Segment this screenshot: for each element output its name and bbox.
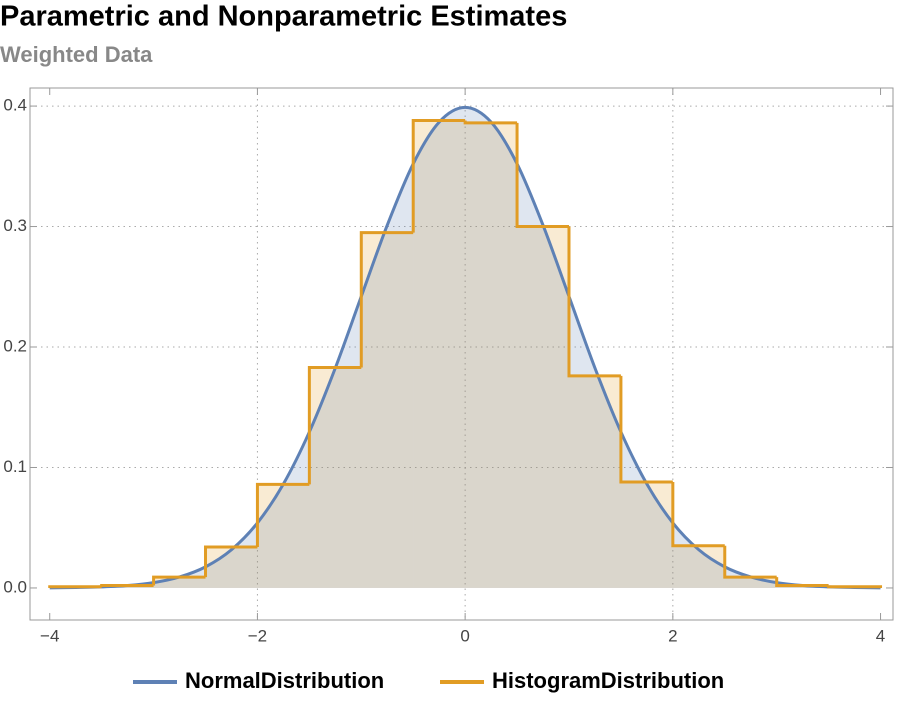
chart-title: Parametric and Nonparametric Estimates [0,1,567,33]
histogram-bar-outline [255,482,310,547]
histogram-bar-outline [100,584,154,588]
histogram-bar-outline [827,585,883,589]
histogram-bar-outline [775,577,829,588]
histogram-bar-outline [671,481,725,548]
histogram-bar-fill [465,122,518,588]
curve-line [49,105,881,590]
x-tick-label: −2 [248,626,267,645]
histogram-bar-fill [724,577,777,588]
histogram-bar-fill [517,226,569,588]
curve-area [49,107,881,588]
x-tick-label: 0 [460,626,469,645]
histogram-bar-outline [307,365,362,485]
histogram-bar-fill [361,232,414,588]
chart-subtitle: Weighted Data [0,42,153,67]
histogram-bar-fill [620,481,673,588]
histogram-bar-outline [567,226,621,378]
histogram-bar-outline [463,120,518,125]
x-tick-label: 2 [668,626,677,645]
legend-label: HistogramDistribution [492,668,724,693]
plot-frame [29,87,894,621]
histogram-bar-fill [413,120,466,588]
histogram-bar-outline [619,375,673,484]
histogram-bar-outline [359,231,414,368]
legend-label: NormalDistribution [185,668,384,693]
legend: NormalDistribution HistogramDistribution [133,668,724,693]
y-tick-label: 0.0 [3,577,27,596]
histogram-bar-outline [204,545,258,578]
y-tick-label: 0.1 [3,457,27,476]
x-tick-label: −4 [40,626,59,645]
histogram-bar-outline [152,575,206,586]
histogram-bar-fill [309,367,362,588]
plot-area: −4 −2 0 2 4 0.0 0.1 0.2 0.3 0.4 [3,87,894,645]
histogram-bar-fill [257,484,310,588]
histogram-bar-outline [411,119,466,233]
y-tick-label: 0.3 [3,216,27,235]
histogram-bar-outline [515,122,569,229]
histogram-bar-fill [672,545,725,588]
histogram-bar-fill [205,546,258,588]
histogram-bar-fill [153,577,206,588]
histogram-bar-outline [48,585,102,589]
x-tick-label: 4 [876,626,885,645]
y-tick-label: 0.4 [3,96,27,115]
histogram-bar-outline [723,545,777,579]
y-tick-label: 0.2 [3,336,27,355]
